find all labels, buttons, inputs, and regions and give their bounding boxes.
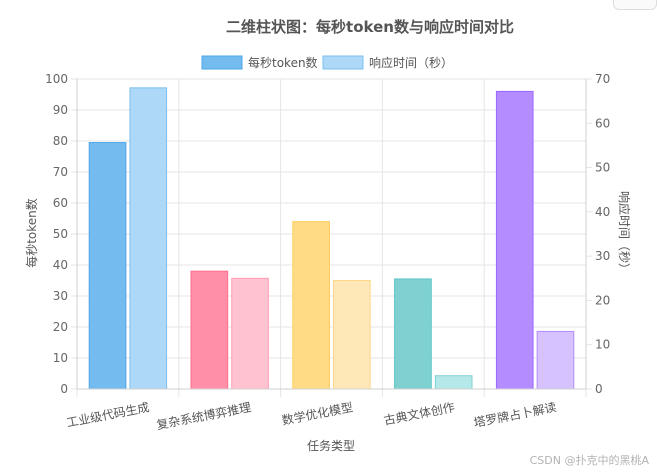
- x-axis: 工业级代码生成 复杂系统博弈推理 数学优化模型 古典文体创作 塔罗牌占卜解读: [65, 388, 586, 432]
- y-right-tick-label: 60: [595, 116, 610, 130]
- y-left-tick-label: 20: [53, 320, 68, 334]
- y-left-tick-label: 90: [53, 103, 68, 117]
- x-tick-label-1: 复杂系统博弈推理: [155, 399, 252, 432]
- y-left-tick-label: 10: [53, 351, 68, 365]
- watermark: CSDN @扑克中的黑桃A: [529, 454, 649, 467]
- bar-tokens-1: [190, 270, 229, 390]
- x-axis-title: 任务类型: [307, 438, 355, 453]
- legend-swatch-response: [322, 55, 364, 70]
- bar-response-3: [434, 375, 473, 390]
- y-left-tick-label: 50: [53, 227, 68, 241]
- y-left-tick-label: 70: [53, 165, 68, 179]
- x-tick-label-0: 工业级代码生成: [65, 400, 150, 430]
- bar-tokens-2: [292, 221, 330, 390]
- corner-tab: [613, 0, 657, 10]
- y-right-tick-label: 70: [595, 72, 610, 86]
- legend: 每秒token数 响应时间（秒）: [201, 55, 453, 70]
- y-left-tick-label: 0: [60, 382, 68, 396]
- y-left-tick-label: 60: [53, 196, 68, 210]
- y-right-tick-label: 40: [595, 205, 610, 219]
- bar-tokens-3: [394, 278, 432, 390]
- y-right-tick-label: 20: [595, 293, 610, 307]
- y-right-tick-label: 50: [595, 161, 610, 175]
- y-left-tick-label: 40: [53, 258, 68, 272]
- chart-title: 二维柱状图：每秒token数与响应时间对比: [226, 18, 514, 36]
- y-right-tick-label: 0: [595, 382, 603, 396]
- x-tick-label-4: 塔罗牌占卜解读: [472, 399, 557, 430]
- x-tick-label-3: 古典文体创作: [382, 399, 456, 427]
- y-axis-right: 0 10 20 30 40 50 60 70: [585, 72, 610, 396]
- legend-label-response: 响应时间（秒）: [369, 55, 453, 70]
- bar-response-0: [129, 87, 168, 390]
- y-axis-right-title: 响应时间（秒）: [617, 191, 632, 275]
- bar-response-2: [333, 280, 371, 390]
- y-right-tick-label: 10: [595, 338, 610, 352]
- y-right-tick-label: 30: [595, 249, 610, 263]
- bar-tokens-4: [495, 90, 534, 390]
- bar-response-4: [536, 330, 575, 390]
- x-tick-label-2: 数学优化模型: [281, 399, 355, 427]
- y-left-tick-label: 80: [53, 134, 68, 148]
- y-axis-left: 0 10 20 30 40 50 60 70 80 90 100: [45, 72, 78, 396]
- bar-response-1: [231, 277, 269, 390]
- y-left-tick-label: 30: [53, 289, 68, 303]
- legend-swatch-tokens: [201, 55, 243, 70]
- y-left-tick-label: 100: [45, 72, 68, 86]
- bars: [88, 87, 575, 390]
- bar-tokens-0: [88, 142, 127, 390]
- y-axis-left-title: 每秒token数: [24, 198, 39, 268]
- legend-label-tokens: 每秒token数: [248, 55, 318, 70]
